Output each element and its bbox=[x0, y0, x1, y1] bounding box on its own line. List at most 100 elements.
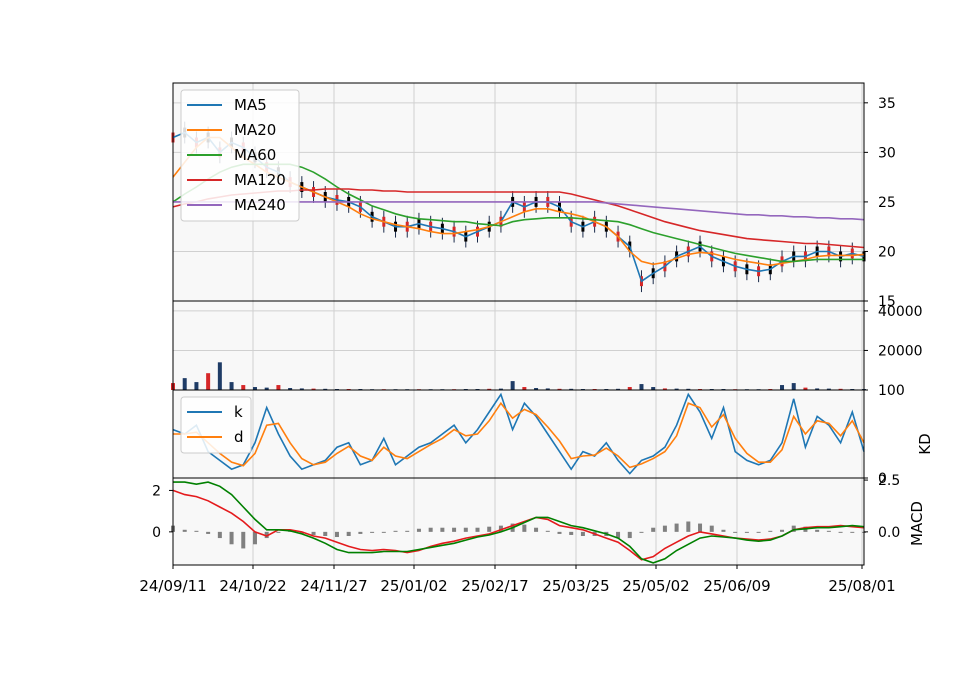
macd-histogram-bar bbox=[299, 531, 304, 534]
price-legend-entry: MA120 bbox=[234, 171, 286, 189]
macd-panel-background bbox=[173, 478, 864, 565]
macd-histogram-bar bbox=[756, 531, 761, 533]
macd-histogram-bar bbox=[768, 530, 773, 532]
price-legend-entry: MA5 bbox=[234, 96, 267, 114]
macd-histogram-bar bbox=[381, 531, 386, 533]
macd-histogram-bar bbox=[721, 529, 726, 532]
macd-left-tick-label: 0 bbox=[152, 525, 161, 541]
volume-bar bbox=[639, 384, 644, 390]
x-tick-label: 25/05/02 bbox=[622, 577, 689, 595]
macd-histogram-bar bbox=[393, 530, 398, 532]
macd-histogram-bar bbox=[569, 531, 574, 535]
macd-histogram-bar bbox=[545, 530, 550, 532]
kd-axis-tick-label: 0 bbox=[878, 471, 887, 487]
volume-bar bbox=[838, 388, 843, 390]
macd-histogram-bar bbox=[686, 521, 691, 532]
macd-histogram-bar bbox=[416, 528, 421, 532]
volume-axis-tick-label: 20000 bbox=[878, 343, 923, 359]
macd-histogram-bar bbox=[791, 525, 796, 532]
price-legend-entry: MA20 bbox=[234, 121, 276, 139]
macd-histogram-bar bbox=[838, 531, 843, 533]
macd-right-tick-label: 0.0 bbox=[878, 525, 900, 541]
kd-panel-background bbox=[173, 390, 864, 478]
price-axis-tick-label: 35 bbox=[878, 96, 896, 112]
x-tick-label: 24/10/22 bbox=[219, 577, 286, 595]
volume-bar bbox=[674, 388, 679, 390]
x-tick-label: 25/02/17 bbox=[461, 577, 528, 595]
macd-histogram-bar bbox=[370, 531, 375, 533]
macd-histogram-bar bbox=[616, 531, 621, 539]
volume-bar bbox=[498, 388, 503, 390]
macd-histogram-bar bbox=[182, 529, 187, 532]
volume-bar bbox=[194, 382, 199, 390]
volume-bar bbox=[534, 388, 539, 390]
x-tick-label: 25/06/09 bbox=[703, 577, 770, 595]
macd-left-tick-label: 2 bbox=[152, 483, 161, 499]
macd-histogram-bar bbox=[709, 525, 714, 532]
volume-bar bbox=[299, 388, 304, 390]
volume-bar bbox=[323, 388, 328, 390]
price-legend-entry: MA240 bbox=[234, 196, 286, 214]
price-legend: MA5 MA20 MA60 MA120 MA240 bbox=[180, 89, 300, 222]
volume-bar bbox=[510, 381, 515, 390]
volume-bar bbox=[545, 388, 550, 390]
volume-bar bbox=[241, 385, 246, 390]
series-line-d bbox=[173, 401, 865, 469]
macd-histogram-bar bbox=[440, 527, 445, 532]
volume-bar bbox=[569, 388, 574, 390]
macd-histogram-bar bbox=[498, 525, 503, 532]
kd-axis-tick-label: 100 bbox=[878, 383, 905, 399]
kd-legend-entry: d bbox=[234, 428, 244, 446]
volume-bar bbox=[288, 388, 293, 390]
price-legend-entry: MA60 bbox=[234, 146, 276, 164]
x-tick-label: 25/08/01 bbox=[828, 577, 895, 595]
macd-histogram-bar bbox=[580, 531, 585, 536]
macd-panel-border bbox=[172, 477, 865, 566]
macd-histogram-bar bbox=[264, 531, 269, 539]
macd-histogram-bar bbox=[522, 524, 527, 532]
series-line-dif bbox=[172, 489, 865, 561]
x-tick-label: 24/11/27 bbox=[300, 577, 367, 595]
macd-ylabel: MACD bbox=[908, 501, 926, 546]
macd-histogram-bar bbox=[662, 525, 667, 532]
macd-histogram-bar bbox=[651, 527, 656, 532]
macd-histogram-bar bbox=[744, 531, 749, 533]
volume-bar bbox=[686, 388, 691, 390]
price-axis-tick-label: 20 bbox=[878, 244, 896, 260]
volume-bar bbox=[557, 388, 562, 390]
macd-histogram-bar bbox=[241, 531, 246, 549]
volume-bar bbox=[182, 378, 187, 390]
volume-bar bbox=[651, 387, 656, 390]
macd-histogram-bar bbox=[206, 531, 211, 534]
volume-bar bbox=[487, 388, 492, 390]
macd-histogram-bar bbox=[276, 531, 281, 533]
macd-histogram-bar bbox=[334, 531, 339, 538]
macd-histogram-bar bbox=[698, 523, 703, 532]
volume-bar bbox=[803, 387, 808, 390]
chart-panels: 1520253035MA5MA20MA60MA120MA240200004000… bbox=[139, 82, 934, 595]
macd-histogram-bar bbox=[323, 531, 328, 536]
macd-histogram-bar bbox=[627, 531, 632, 539]
macd-histogram-bar bbox=[815, 529, 820, 532]
macd-histogram-bar bbox=[557, 531, 562, 534]
macd-histogram-bar bbox=[452, 527, 457, 532]
price-axis-tick-label: 15 bbox=[878, 294, 896, 310]
series-line-dea bbox=[173, 481, 865, 564]
kd-legend: kd bbox=[180, 396, 252, 454]
volume-bar bbox=[311, 388, 316, 390]
macd-histogram-bar bbox=[229, 531, 234, 545]
macd-histogram-bar bbox=[674, 523, 679, 532]
macd-histogram-bar bbox=[358, 531, 363, 534]
macd-histogram-bar bbox=[733, 531, 738, 533]
volume-bar bbox=[826, 388, 831, 390]
macd-right-tick-label: 2.5 bbox=[878, 473, 900, 489]
volume-bar bbox=[206, 373, 211, 390]
volume-panel-background bbox=[173, 301, 864, 390]
macd-histogram-bar bbox=[217, 531, 222, 539]
macd-histogram-bar bbox=[346, 531, 351, 536]
volume-bar bbox=[780, 385, 785, 390]
price-axis-tick-label: 30 bbox=[878, 145, 896, 161]
price-legend-box bbox=[180, 89, 300, 222]
volume-bar bbox=[616, 388, 621, 390]
